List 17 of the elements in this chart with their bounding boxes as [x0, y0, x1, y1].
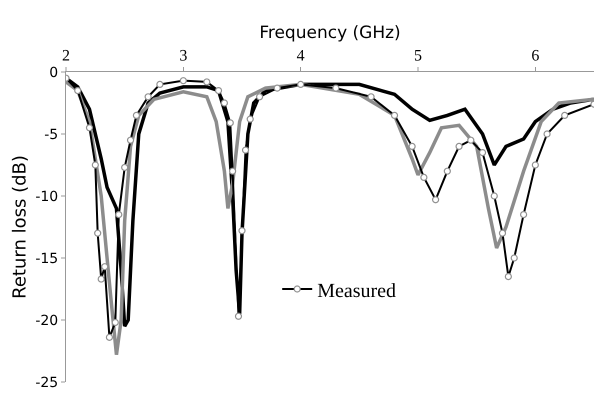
- point: [74, 87, 82, 94]
- y-tick-label: 0: [49, 64, 58, 81]
- y-tick-label: -25: [35, 374, 58, 391]
- x-tick-label: 3: [179, 48, 188, 65]
- y-axis-title: Return loss (dB): [10, 155, 31, 299]
- x-tick-label: 2: [62, 48, 70, 65]
- x-tick-label: 4: [296, 48, 305, 65]
- y-tick-label: -10: [35, 188, 58, 205]
- legend-label: Measured: [317, 280, 396, 302]
- x-axis-title: Frequency (GHz): [259, 23, 401, 44]
- x-tick-label: 5: [414, 48, 422, 65]
- y-tick-label: -20: [35, 312, 58, 329]
- y-tick-label: -15: [35, 250, 58, 267]
- point: [297, 80, 304, 88]
- x-tick-label: 6: [531, 48, 540, 65]
- point: [390, 112, 398, 119]
- y-tick-label: -5: [44, 126, 58, 143]
